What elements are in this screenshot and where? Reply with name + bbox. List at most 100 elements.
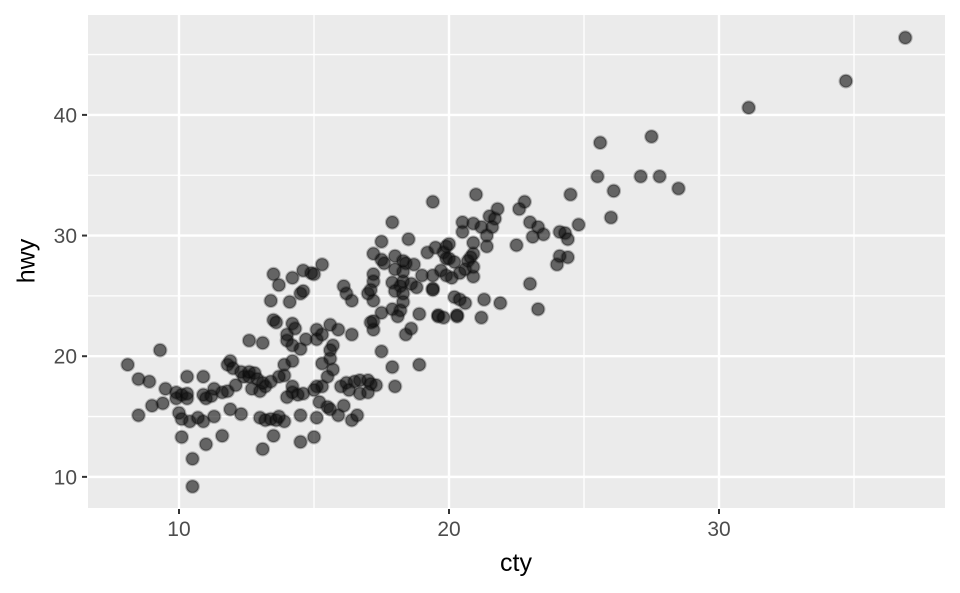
data-point — [195, 414, 211, 429]
data-point — [206, 381, 222, 397]
data-point — [271, 409, 287, 424]
data-point — [474, 310, 489, 326]
data-point — [314, 356, 330, 371]
data-point — [241, 333, 257, 348]
data-point — [549, 257, 565, 272]
data-point — [263, 374, 279, 390]
data-point — [387, 261, 403, 277]
data-point — [671, 181, 686, 196]
data-point — [195, 369, 211, 385]
data-point — [174, 429, 190, 445]
data-point — [592, 135, 608, 151]
data-point — [255, 441, 271, 457]
data-point — [376, 255, 392, 271]
data-point — [390, 309, 406, 324]
data-point — [185, 479, 200, 494]
data-point — [266, 428, 281, 444]
y-axis-title: hwy — [12, 238, 41, 284]
data-point — [441, 236, 457, 252]
data-point — [457, 295, 473, 311]
data-point — [403, 321, 419, 336]
data-point — [255, 335, 271, 351]
data-point — [447, 254, 462, 270]
data-point — [285, 270, 300, 286]
data-point — [309, 410, 325, 426]
data-point — [314, 327, 330, 342]
data-point — [603, 210, 619, 225]
data-point — [571, 217, 586, 233]
data-point — [563, 187, 578, 202]
data-point — [185, 451, 200, 467]
data-point — [425, 282, 441, 298]
data-point — [228, 377, 244, 393]
data-point — [425, 268, 441, 283]
data-point — [287, 321, 303, 336]
data-point — [838, 73, 854, 89]
data-point — [198, 436, 214, 452]
data-point — [293, 341, 308, 357]
x-tick-label: 10 — [167, 518, 190, 541]
data-point — [293, 407, 308, 423]
data-point — [384, 359, 400, 375]
data-point — [374, 344, 389, 359]
data-point — [384, 214, 400, 230]
x-axis-title: cty — [500, 549, 532, 577]
data-point — [336, 398, 352, 414]
y-tick-label: 20 — [54, 346, 77, 369]
data-point — [179, 369, 195, 385]
data-point — [141, 374, 157, 390]
data-point — [479, 238, 495, 254]
data-point — [455, 224, 470, 240]
data-point — [522, 276, 538, 292]
y-tick-label: 30 — [54, 225, 77, 248]
data-point — [263, 293, 279, 309]
data-point — [285, 353, 300, 369]
data-point — [152, 342, 168, 358]
data-point — [633, 168, 649, 184]
data-point — [306, 429, 322, 445]
data-point — [387, 379, 403, 394]
plot-panel — [88, 15, 945, 508]
data-point — [411, 357, 427, 373]
data-point — [401, 231, 416, 247]
data-point — [282, 294, 298, 310]
data-point — [652, 168, 667, 184]
data-point — [279, 389, 295, 405]
data-point — [436, 310, 452, 326]
data-point — [374, 234, 389, 250]
data-point — [295, 386, 311, 402]
data-point — [179, 386, 195, 402]
data-point — [360, 385, 376, 400]
data-point — [206, 409, 222, 424]
x-tick-label: 30 — [707, 518, 730, 541]
data-point — [266, 266, 281, 282]
data-point — [425, 194, 441, 210]
data-point — [468, 187, 484, 202]
data-point — [214, 428, 230, 444]
data-point — [560, 231, 576, 247]
data-point — [644, 129, 659, 145]
data-point — [530, 301, 546, 317]
data-point — [606, 183, 622, 199]
data-point — [409, 280, 425, 295]
data-point — [897, 30, 913, 46]
data-point — [344, 327, 360, 342]
data-point — [293, 434, 308, 450]
data-point — [222, 401, 238, 417]
data-point — [741, 100, 757, 116]
data-point — [465, 259, 481, 275]
data-point — [120, 357, 136, 373]
data-point — [233, 406, 249, 422]
data-point — [330, 407, 346, 423]
data-point — [492, 295, 508, 311]
y-tick-label: 10 — [54, 466, 77, 489]
data-point — [363, 282, 379, 298]
data-point — [320, 369, 335, 385]
data-point — [525, 229, 541, 245]
y-tick-label: 40 — [54, 104, 77, 127]
data-point — [349, 407, 365, 423]
data-point — [509, 237, 524, 253]
data-point — [271, 277, 287, 293]
